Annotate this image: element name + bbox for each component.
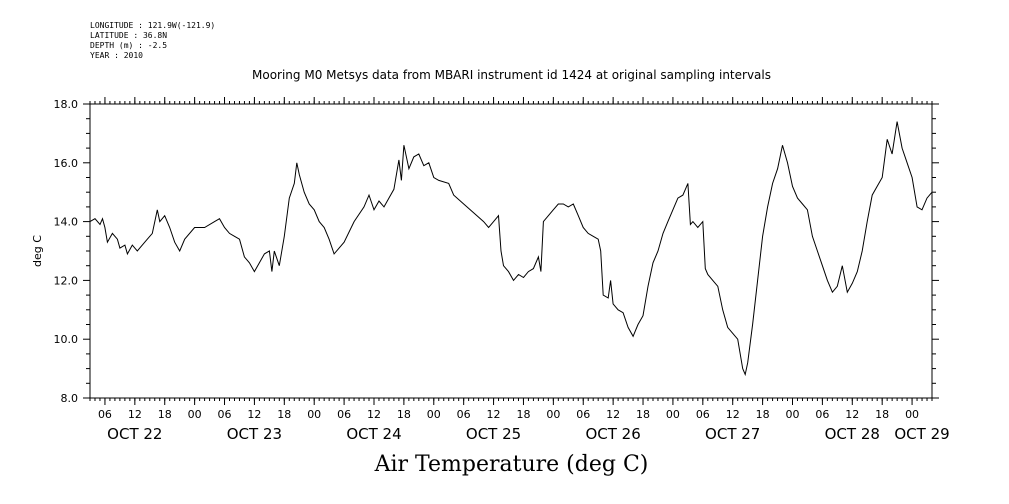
x-tick-label: 00 xyxy=(666,408,680,421)
x-tick-label: 06 xyxy=(457,408,471,421)
y-tick-label: 18.0 xyxy=(54,98,79,111)
x-tick-label: 12 xyxy=(726,408,740,421)
x-tick-label: 12 xyxy=(367,408,381,421)
x-tick-label: 18 xyxy=(516,408,530,421)
x-tick-label: 00 xyxy=(905,408,919,421)
x-tick-label: 12 xyxy=(128,408,142,421)
y-tick-label: 8.0 xyxy=(61,392,79,405)
x-tick-label: 12 xyxy=(247,408,261,421)
x-date-label: OCT 23 xyxy=(227,425,282,443)
x-tick-label: 00 xyxy=(307,408,321,421)
chart-title: Mooring M0 Metsys data from MBARI instru… xyxy=(252,68,771,82)
x-tick-label: 18 xyxy=(158,408,172,421)
x-tick-label: 12 xyxy=(487,408,501,421)
x-tick-label: 00 xyxy=(427,408,441,421)
y-tick-label: 14.0 xyxy=(54,216,79,229)
metadata-block: LONGITUDE : 121.9W(-121.9) LATITUDE : 36… xyxy=(90,21,215,61)
x-tick-label: 06 xyxy=(815,408,829,421)
x-date-label: OCT 22 xyxy=(107,425,162,443)
x-date-label: OCT 24 xyxy=(346,425,401,443)
axis-labels: 06 12 18 00 06 12 18 00 06 12 18 00 06 12 18 00 06 12 18 00… xyxy=(54,98,950,443)
latitude-text: LATITUDE : 36.8N xyxy=(90,31,168,40)
x-axis-title: Air Temperature (deg C) xyxy=(374,452,649,477)
x-tick-label: 06 xyxy=(98,408,112,421)
y-tick-label: 16.0 xyxy=(54,157,79,170)
x-date-label: OCT 28 xyxy=(825,425,880,443)
y-axis-label: deg C xyxy=(31,235,44,267)
year-text: YEAR : 2010 xyxy=(90,51,143,60)
x-tick-label: 18 xyxy=(397,408,411,421)
x-date-label: OCT 29 xyxy=(894,425,949,443)
x-tick-label: 00 xyxy=(546,408,560,421)
x-tick-label: 18 xyxy=(636,408,650,421)
x-tick-label: 18 xyxy=(277,408,291,421)
x-tick-label: 18 xyxy=(756,408,770,421)
x-tick-label: 18 xyxy=(875,408,889,421)
y-tick-label: 12.0 xyxy=(54,274,79,287)
x-tick-label: 00 xyxy=(785,408,799,421)
x-date-label: OCT 27 xyxy=(705,425,760,443)
x-tick-label: 06 xyxy=(696,408,710,421)
x-date-label: OCT 25 xyxy=(466,425,521,443)
x-axis-title-wrap: Air Temperature (deg C) xyxy=(0,452,1009,477)
x-tick-label: 06 xyxy=(337,408,351,421)
x-tick-label: 12 xyxy=(606,408,620,421)
chart-title-wrap: Mooring M0 Metsys data from MBARI instru… xyxy=(0,68,1009,82)
longitude-text: LONGITUDE : 121.9W(-121.9) xyxy=(90,21,216,30)
depth-text: DEPTH (m) : -2.5 xyxy=(90,41,168,50)
x-tick-label: 06 xyxy=(218,408,232,421)
y-tick-label: 10.0 xyxy=(54,333,79,346)
x-tick-label: 12 xyxy=(845,408,859,421)
plot-frame xyxy=(89,103,933,399)
x-tick-label: 06 xyxy=(576,408,590,421)
x-tick-label: 00 xyxy=(188,408,202,421)
x-date-label: OCT 26 xyxy=(585,425,640,443)
axis-ticks xyxy=(83,97,939,405)
series-line xyxy=(89,121,933,377)
